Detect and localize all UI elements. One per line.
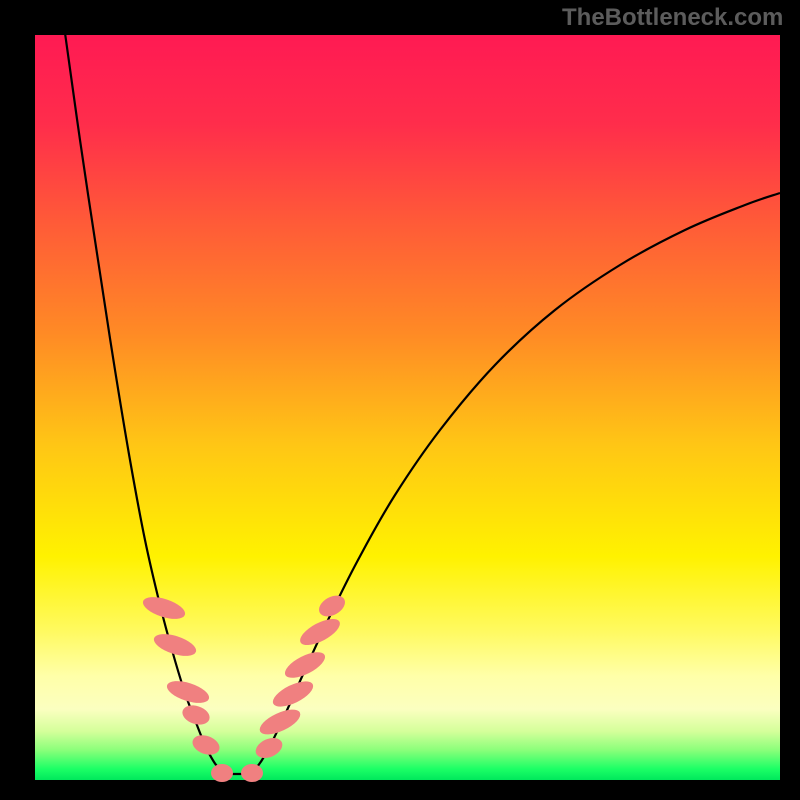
gradient-background: [35, 35, 780, 780]
bottleneck-chart: [0, 0, 800, 800]
data-marker: [241, 764, 263, 782]
data-marker: [211, 764, 233, 782]
attribution-text: TheBottleneck.com: [562, 4, 783, 32]
